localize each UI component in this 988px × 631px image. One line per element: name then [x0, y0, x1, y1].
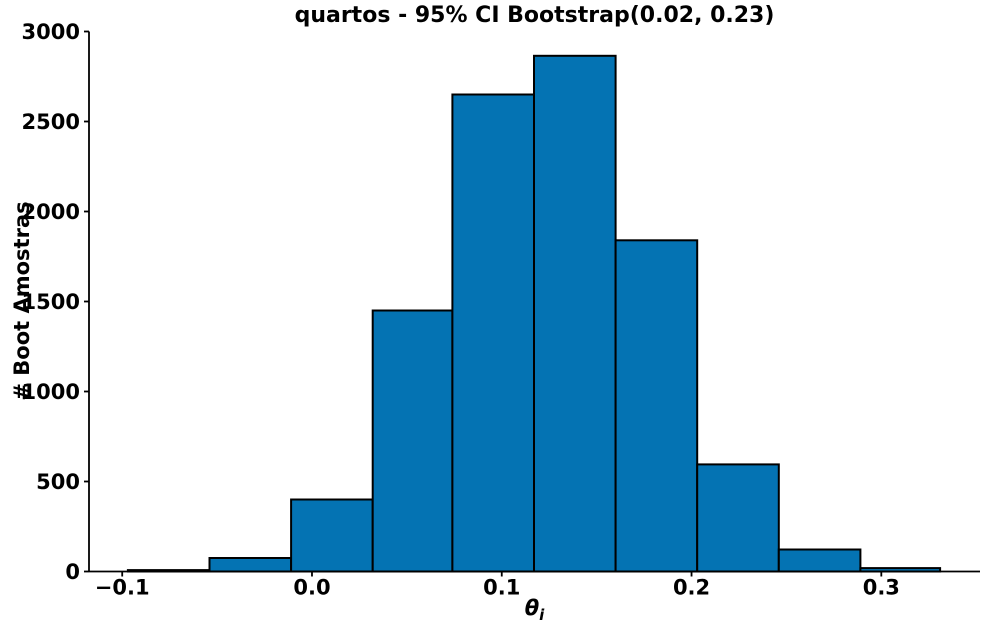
histogram-bar	[451, 93, 535, 573]
histogram-bar	[371, 309, 454, 573]
x-axis-label: θi	[89, 596, 980, 624]
y-tick-label: 1500	[22, 290, 80, 314]
histogram-bar	[533, 54, 617, 573]
histogram-bar	[777, 548, 862, 573]
y-tick-label: 2000	[22, 200, 80, 224]
chart-title: quartos - 95% CI Bootstrap(0.02, 0.23)	[294, 3, 775, 28]
x-tick-label: 0.1	[483, 576, 520, 600]
y-tick-label: 0	[65, 560, 80, 584]
histogram-bar	[696, 463, 780, 573]
theta-subscript: i	[539, 606, 545, 625]
y-tick-label: 3000	[22, 20, 80, 44]
histogram-bar	[614, 239, 699, 573]
y-tick-label: 500	[36, 470, 80, 494]
y-axis-label: # Boot Amostras	[10, 201, 34, 401]
histogram-bar	[208, 557, 293, 573]
x-tick-label: 0.2	[673, 576, 710, 600]
x-tick-label: 0.0	[293, 576, 330, 600]
x-tick-label: 0.3	[863, 576, 900, 600]
x-tick-label: −0.1	[95, 576, 150, 600]
theta-symbol: θ	[524, 596, 540, 620]
y-tick-label: 1000	[22, 380, 80, 404]
histogram-bar	[290, 498, 374, 573]
y-tick-label: 2500	[22, 110, 80, 134]
